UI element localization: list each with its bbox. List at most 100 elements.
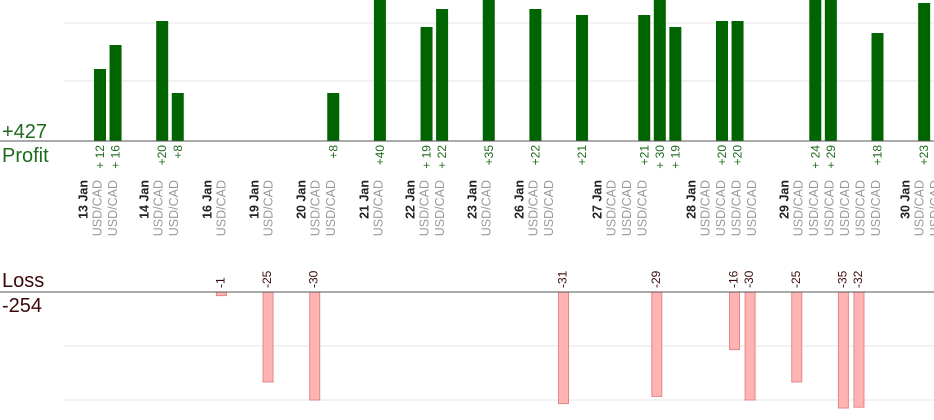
symbol-label: USD/CAD	[261, 180, 275, 236]
date-label: 22 Jan	[403, 180, 417, 219]
date-label: 21 Jan	[357, 180, 371, 219]
loss-label: Loss	[2, 270, 45, 292]
symbol-label: USD/CAD	[791, 180, 805, 236]
date-label: 27 Jan	[590, 180, 604, 219]
symbol-label: USD/CAD	[714, 180, 728, 236]
loss-value-label: -16	[727, 270, 741, 288]
loss-value-label: -25	[260, 270, 274, 288]
profit-bar	[731, 21, 744, 141]
symbol-label: USD/CAD	[308, 180, 322, 236]
symbol-label: USD/CAD	[807, 180, 821, 236]
symbol-label: USD/CAD	[620, 180, 634, 236]
date-label: 29 Jan	[777, 180, 791, 219]
profit-value-label: + 19	[420, 145, 434, 169]
profit-bar	[824, 0, 837, 141]
date-label: 20 Jan	[294, 180, 308, 219]
profit-bar	[156, 21, 169, 141]
loss-bar	[744, 291, 756, 401]
profit-value-label: +21	[575, 145, 589, 166]
profit-label: Profit	[2, 145, 49, 167]
symbol-label: USD/CAD	[869, 180, 883, 236]
loss-value-label: -35	[835, 270, 849, 288]
loss-total: -254	[2, 295, 43, 317]
date-label: 19 Jan	[247, 180, 261, 219]
date-label: 26 Jan	[512, 180, 526, 219]
loss-bar	[853, 291, 865, 408]
symbol-label: USD/CAD	[822, 180, 836, 236]
profit-value-label: + 29	[824, 145, 838, 169]
symbol-label: USD/CAD	[635, 180, 649, 236]
date-label: 13 Jan	[76, 180, 90, 219]
profit-bar	[669, 27, 682, 141]
symbol-label: USD/CAD	[928, 180, 934, 236]
profit-value-label: + 12	[93, 145, 107, 169]
profit-bar	[809, 0, 822, 141]
symbol-label: USD/CAD	[151, 180, 165, 236]
profit-value-label: +18	[871, 145, 885, 166]
profit-value-label: + 16	[109, 145, 123, 169]
profit-value-label: +22	[528, 145, 542, 166]
profit-value-label: +21	[637, 145, 651, 166]
loss-bar	[558, 291, 569, 405]
symbol-label: USD/CAD	[90, 180, 104, 236]
profit-bar	[716, 21, 728, 141]
loss-value-label: -30	[742, 270, 756, 288]
loss-value-label: -25	[789, 270, 803, 288]
profit-value-label: +8	[326, 145, 340, 159]
loss-bar	[309, 291, 321, 401]
profit-bar	[436, 9, 449, 141]
loss-bar	[791, 291, 803, 383]
date-label: 16 Jan	[200, 180, 214, 219]
loss-bar	[262, 291, 274, 383]
symbol-label: USD/CAD	[433, 180, 447, 236]
loss-bar	[729, 291, 741, 351]
date-label: 23 Jan	[465, 180, 479, 219]
symbol-label: USD/CAD	[526, 180, 540, 236]
profit-total: +427	[2, 121, 48, 143]
profit-value-label: + 30	[653, 145, 667, 169]
profit-bar	[171, 93, 184, 141]
profit-bar	[420, 27, 433, 141]
profit-bar	[373, 0, 386, 141]
symbol-label: USD/CAD	[167, 180, 181, 236]
symbol-label: USD/CAD	[324, 180, 338, 236]
symbol-label: USD/CAD	[729, 180, 743, 236]
symbol-label: USD/CAD	[838, 180, 852, 236]
profit-value-label: +20	[731, 145, 745, 166]
loss-bar	[651, 291, 663, 397]
profit-value-label: + 24	[808, 145, 822, 169]
symbol-label: USD/CAD	[853, 180, 867, 236]
profit-bar	[653, 0, 666, 141]
date-label: 30 Jan	[898, 180, 912, 219]
profit-value-label: +35	[482, 145, 496, 166]
loss-bar	[215, 291, 227, 297]
loss-value-label: -32	[851, 270, 865, 288]
symbol-label: USD/CAD	[106, 180, 120, 236]
symbol-label: USD/CAD	[417, 180, 431, 236]
profit-bar	[871, 33, 884, 141]
loss-value-label: -30	[307, 270, 321, 288]
loss-bar	[837, 291, 849, 409]
symbol-label: USD/CAD	[214, 180, 228, 236]
loss-value-label: -31	[556, 270, 570, 288]
loss-value-label: -29	[649, 270, 663, 288]
profit-bar	[529, 9, 542, 141]
date-label: 14 Jan	[137, 180, 151, 219]
profit-value-label: +20	[715, 145, 729, 166]
symbol-label: USD/CAD	[604, 180, 618, 236]
profit-bar	[918, 3, 931, 141]
symbol-label: USD/CAD	[912, 180, 926, 236]
profit-value-label: +23	[917, 145, 931, 166]
profit-bar	[109, 45, 122, 141]
profit-value-label: + 22	[435, 145, 449, 169]
profit-bar	[94, 69, 106, 141]
profit-bar	[327, 93, 340, 141]
profit-bar	[482, 0, 495, 141]
profit-value-label: + 19	[668, 145, 682, 169]
profit-bar	[576, 15, 589, 141]
profit-bar	[638, 15, 651, 141]
symbol-label: USD/CAD	[371, 180, 385, 236]
loss-value-label: -1	[213, 277, 227, 288]
symbol-label: USD/CAD	[479, 180, 493, 236]
